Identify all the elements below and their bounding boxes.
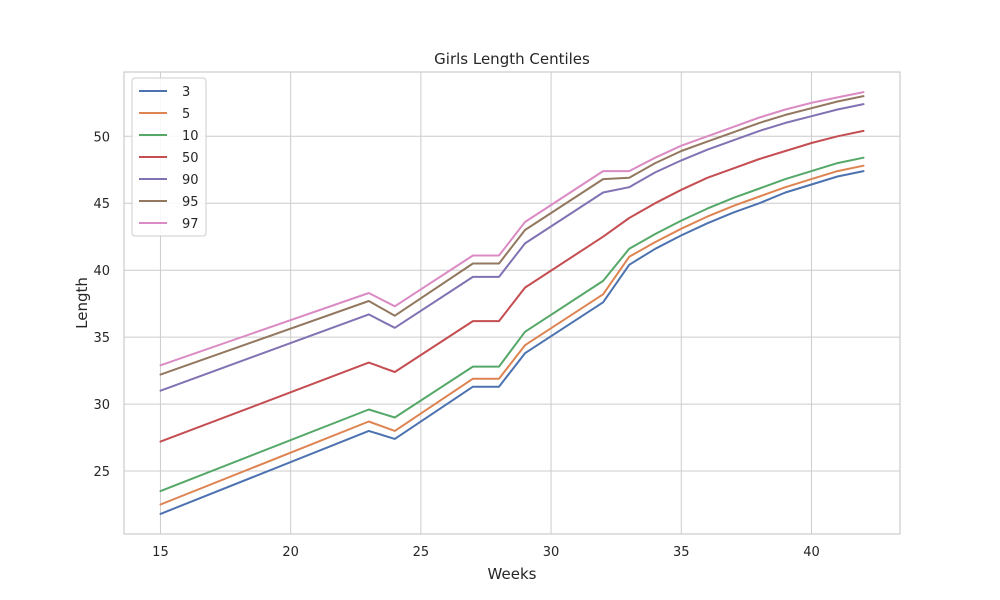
x-tick-label: 20: [282, 545, 299, 560]
series-line-3: [159, 170, 865, 515]
y-tick-label: 50: [93, 130, 110, 145]
series-line-97: [159, 91, 865, 367]
series-line-95: [159, 95, 865, 376]
series-line-10: [159, 156, 865, 493]
legend-label-97: 97: [182, 217, 199, 232]
series-line-50: [159, 129, 865, 443]
x-tick-label: 30: [543, 545, 560, 560]
tick-labels: 15 20 25 30 35 40 25 30 35 40 45 50: [93, 130, 819, 560]
legend-label-3: 3: [182, 85, 190, 100]
legend-box: [131, 77, 207, 237]
series-line-5: [159, 164, 865, 506]
y-tick-label: 40: [93, 264, 110, 279]
y-tick-label: 30: [93, 398, 110, 413]
legend: 3 5 10 50 90 95 97: [131, 77, 207, 237]
y-tick-label: 25: [93, 465, 110, 480]
series-lines: [159, 91, 865, 515]
chart-title: Girls Length Centiles: [434, 50, 590, 68]
x-tick-label: 40: [803, 545, 820, 560]
legend-label-10: 10: [182, 129, 199, 144]
y-axis-title: Length: [73, 277, 91, 329]
legend-label-5: 5: [182, 107, 190, 122]
y-tick-label: 45: [93, 197, 110, 212]
legend-label-50: 50: [182, 151, 199, 166]
legend-label-95: 95: [182, 195, 199, 210]
plot-area-frame: [123, 71, 901, 535]
y-tick-label: 35: [93, 331, 110, 346]
x-tick-label: 25: [413, 545, 430, 560]
legend-label-90: 90: [182, 173, 199, 188]
x-axis-title: Weeks: [488, 565, 537, 583]
grid: [124, 72, 900, 534]
x-tick-label: 15: [152, 545, 169, 560]
series-line-90: [159, 103, 865, 392]
x-tick-label: 35: [673, 545, 690, 560]
